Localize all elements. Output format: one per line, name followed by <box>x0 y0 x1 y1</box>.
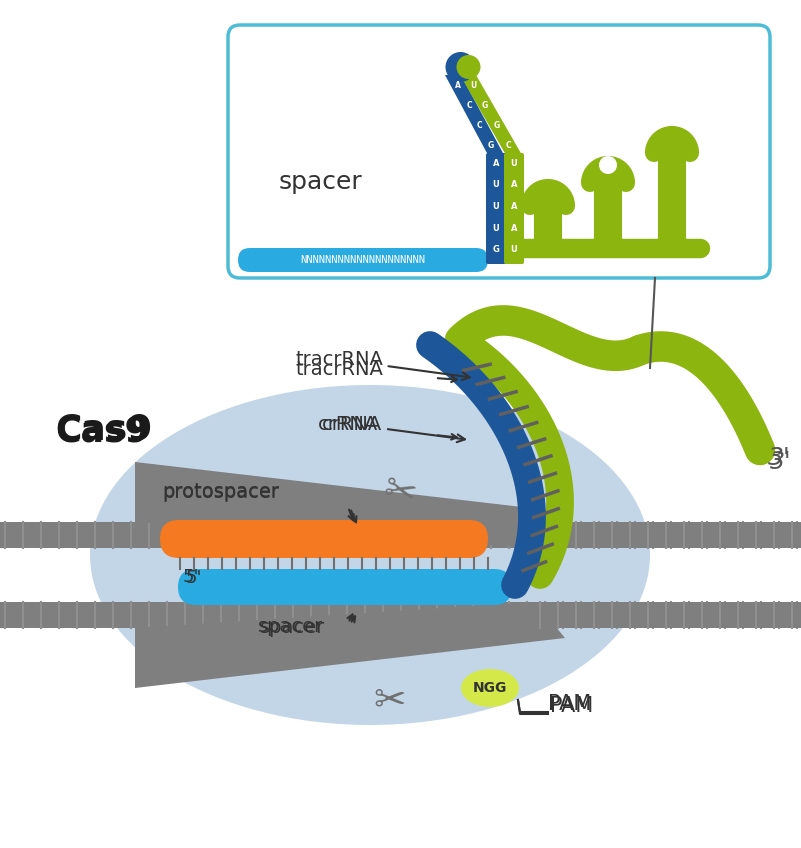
FancyBboxPatch shape <box>160 520 488 558</box>
Text: 3': 3' <box>768 446 791 470</box>
Text: ✂: ✂ <box>374 681 406 719</box>
Bar <box>0 602 801 628</box>
Circle shape <box>445 52 476 82</box>
Text: NNNNNNNNNNNNNNNNNNNN: NNNNNNNNNNNNNNNNNNNN <box>300 255 425 265</box>
Text: A: A <box>493 159 499 168</box>
Text: C: C <box>505 141 511 149</box>
Text: crRNA: crRNA <box>318 415 378 434</box>
Circle shape <box>599 156 617 174</box>
Text: A: A <box>511 202 517 211</box>
Polygon shape <box>445 75 504 155</box>
Text: 5': 5' <box>183 568 199 586</box>
Polygon shape <box>530 188 566 206</box>
Text: spacer: spacer <box>278 170 362 194</box>
Text: NGG: NGG <box>473 681 507 695</box>
Text: 3': 3' <box>770 450 791 474</box>
Text: C: C <box>477 120 483 130</box>
Polygon shape <box>135 602 565 688</box>
Text: U: U <box>493 202 499 211</box>
Text: NGG: NGG <box>473 681 507 695</box>
Text: protospacer: protospacer <box>162 483 279 502</box>
Text: tracrRNA: tracrRNA <box>295 350 470 380</box>
Text: Cas9: Cas9 <box>55 413 152 447</box>
FancyBboxPatch shape <box>486 153 506 264</box>
Polygon shape <box>135 462 565 548</box>
Text: PAM: PAM <box>548 694 591 714</box>
Ellipse shape <box>462 670 518 706</box>
Ellipse shape <box>461 669 519 707</box>
Polygon shape <box>590 165 626 183</box>
Text: U: U <box>471 81 477 90</box>
Text: Cas9: Cas9 <box>55 415 149 449</box>
FancyBboxPatch shape <box>178 569 512 605</box>
Text: ✂: ✂ <box>380 470 421 515</box>
Bar <box>0 522 135 548</box>
Circle shape <box>457 55 481 79</box>
Text: A: A <box>511 224 517 232</box>
Text: U: U <box>493 224 499 232</box>
Text: PAM: PAM <box>550 696 594 716</box>
Text: spacer: spacer <box>258 617 324 636</box>
Text: C: C <box>466 101 472 109</box>
Bar <box>0 602 135 628</box>
Polygon shape <box>654 135 690 153</box>
Text: U: U <box>493 181 499 189</box>
Text: crRNA: crRNA <box>322 415 465 442</box>
Text: A: A <box>456 81 461 90</box>
Text: G: G <box>493 246 500 254</box>
Text: protospacer: protospacer <box>162 482 279 501</box>
FancyBboxPatch shape <box>238 248 488 272</box>
Polygon shape <box>460 75 522 155</box>
Text: spacer: spacer <box>260 618 325 637</box>
Bar <box>535 602 801 628</box>
Text: U: U <box>510 246 517 254</box>
Bar <box>0 522 801 548</box>
FancyBboxPatch shape <box>504 153 524 264</box>
FancyBboxPatch shape <box>228 25 770 278</box>
Text: 5': 5' <box>186 569 203 587</box>
Text: tracrRNA: tracrRNA <box>295 360 383 379</box>
Text: G: G <box>493 120 500 130</box>
Bar <box>535 522 801 548</box>
Ellipse shape <box>90 385 650 725</box>
Text: G: G <box>482 101 489 109</box>
Text: A: A <box>511 181 517 189</box>
Text: G: G <box>488 141 493 149</box>
Text: U: U <box>510 159 517 168</box>
